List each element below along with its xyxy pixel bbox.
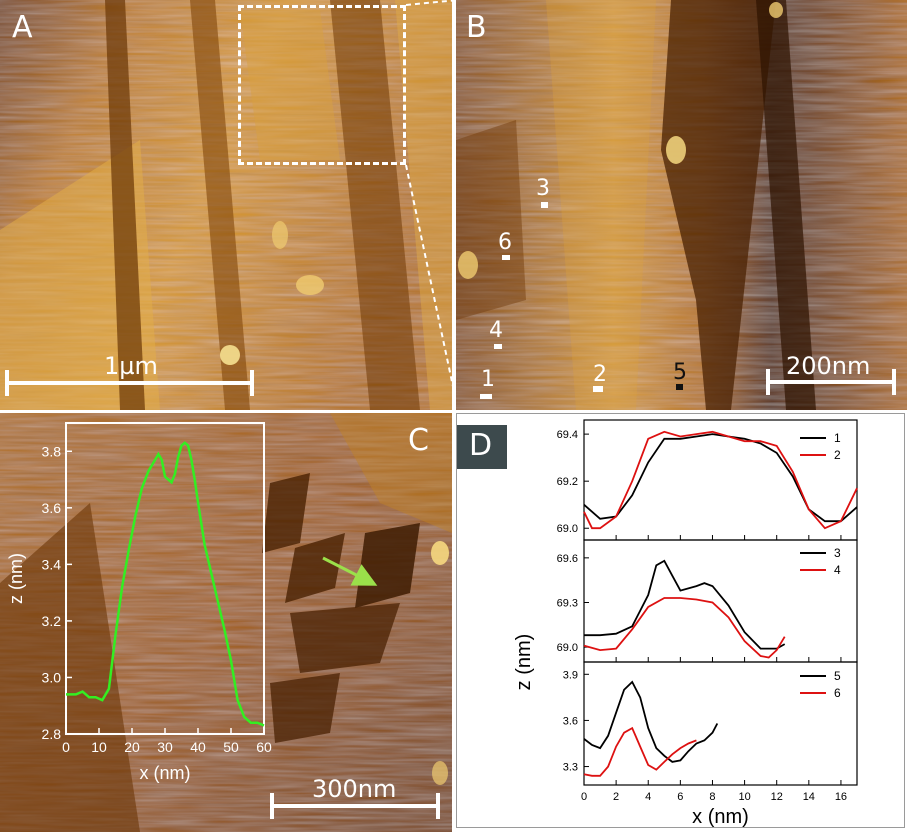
d1-y-tick-label-2: 69.6: [557, 553, 578, 565]
d2-legend-label-5: 5: [834, 669, 841, 683]
afm-image-b: [456, 0, 907, 410]
panel-label-c: C: [408, 423, 429, 458]
d1-legend-label-4: 4: [834, 563, 841, 577]
d2-y-tick-label-0: 3.3: [563, 762, 578, 774]
d-subplot-frame-1: [583, 539, 858, 663]
panel-label-d-badge: D: [457, 425, 507, 469]
d-subplot-frame-2: [583, 661, 858, 786]
d-x-tick-label-5: 10: [738, 791, 750, 803]
inset-y-tick-label-0: 2.8: [42, 726, 62, 742]
d1-y-tick-label-1: 69.3: [557, 597, 578, 609]
inset-x-tick-label-5: 50: [223, 739, 239, 755]
inset-x-tick-label-3: 30: [157, 739, 173, 755]
marker-4: [494, 344, 502, 349]
scale-label-c: 300nm: [312, 775, 397, 803]
d1-legend-label-3: 3: [834, 546, 841, 560]
d0-series-2-line: [583, 430, 858, 530]
inset-y-tick-label-5: 3.8: [42, 443, 62, 459]
panel-d-frame: [456, 413, 905, 828]
inset-y-tick-label-3: 3.4: [42, 556, 62, 572]
d-x-tick-label-1: 2: [613, 791, 619, 803]
afm-panel-c: C 300nm: [0, 413, 452, 832]
afm-panel-a: A 1µm: [0, 0, 452, 410]
scale-label-a: 1µm: [104, 352, 158, 380]
scale-bar-b: [766, 369, 896, 395]
inset-profile-line: [66, 441, 265, 727]
afm-panel-b: B 1 2 3 4 5 6 200nm: [456, 0, 907, 410]
inset-x-tick-label-1: 10: [91, 739, 107, 755]
inset-x-tick-label-2: 20: [124, 739, 140, 755]
d1-series-4-line: [583, 597, 786, 659]
scale-bar-c: [270, 793, 440, 819]
scale-bar-a: [5, 370, 254, 396]
marker-6-label: 6: [498, 230, 512, 255]
d-x-tick-label-3: 6: [677, 791, 683, 803]
d-x-tick-label-6: 12: [771, 791, 783, 803]
inset-x-tick-label-0: 0: [62, 739, 70, 755]
panel-label-a: A: [12, 10, 33, 45]
d-x-tick-label-8: 16: [835, 791, 847, 803]
d-y-axis-title: z (nm): [513, 634, 535, 691]
d-x-tick-label-7: 14: [803, 791, 815, 803]
marker-6: [502, 255, 510, 260]
panel-label-d: D: [469, 428, 493, 463]
d-x-tick-label-4: 8: [709, 791, 715, 803]
zoom-connector-lines: [0, 0, 907, 420]
scale-label-b: 200nm: [786, 352, 871, 380]
d-x-tick-label-0: 0: [581, 791, 587, 803]
marker-1-label: 1: [481, 367, 495, 392]
marker-2: [593, 386, 603, 392]
marker-1: [480, 394, 492, 399]
inset-y-tick-label-4: 3.6: [42, 500, 62, 516]
d2-series-5-line: [583, 680, 719, 763]
inset-x-tick-label-4: 40: [190, 739, 206, 755]
d2-y-tick-label-2: 3.9: [563, 669, 578, 681]
d2-legend-label-6: 6: [834, 686, 841, 700]
marker-5: [676, 384, 683, 390]
marker-3: [541, 202, 548, 208]
inset-x-axis-title: x (nm): [140, 763, 191, 783]
zoom-box: [238, 5, 406, 165]
d0-y-tick-label-1: 69.2: [557, 476, 578, 488]
d0-series-1-line: [583, 433, 858, 523]
marker-3-label: 3: [536, 176, 550, 201]
d0-legend-label-1: 1: [834, 431, 841, 445]
d-x-axis-title: x (nm): [692, 806, 749, 828]
marker-2-label: 2: [593, 362, 607, 387]
afm-image-c: [0, 413, 452, 832]
inset-x-tick-label-6: 60: [256, 739, 272, 755]
d2-series-6-line: [583, 726, 697, 777]
marker-5-label: 5: [673, 360, 687, 385]
afm-image-a: [0, 0, 452, 410]
panel-label-b: B: [466, 10, 487, 45]
inset-y-tick-label-1: 3.0: [42, 669, 62, 685]
d1-y-tick-label-0: 69.0: [557, 642, 578, 654]
d2-y-tick-label-1: 3.6: [563, 715, 578, 727]
d1-series-3-line: [584, 559, 786, 650]
inset-y-tick-label-2: 3.2: [42, 613, 62, 629]
inset-height-profile-chart: 0 10 20 30 40 50 60 2.8 3.0 3.2 3.4 3.6 3.8 x (nm) z (…: [6, 422, 272, 783]
d0-legend-label-2: 2: [834, 448, 841, 462]
marker-4-label: 4: [489, 318, 503, 343]
d0-y-tick-label-0: 69.0: [557, 523, 578, 535]
d-x-tick-label-2: 4: [645, 791, 651, 803]
green-arrow: [322, 556, 378, 586]
inset-y-axis-title: z (nm): [6, 553, 26, 604]
d0-y-tick-label-2: 69.4: [557, 429, 578, 441]
